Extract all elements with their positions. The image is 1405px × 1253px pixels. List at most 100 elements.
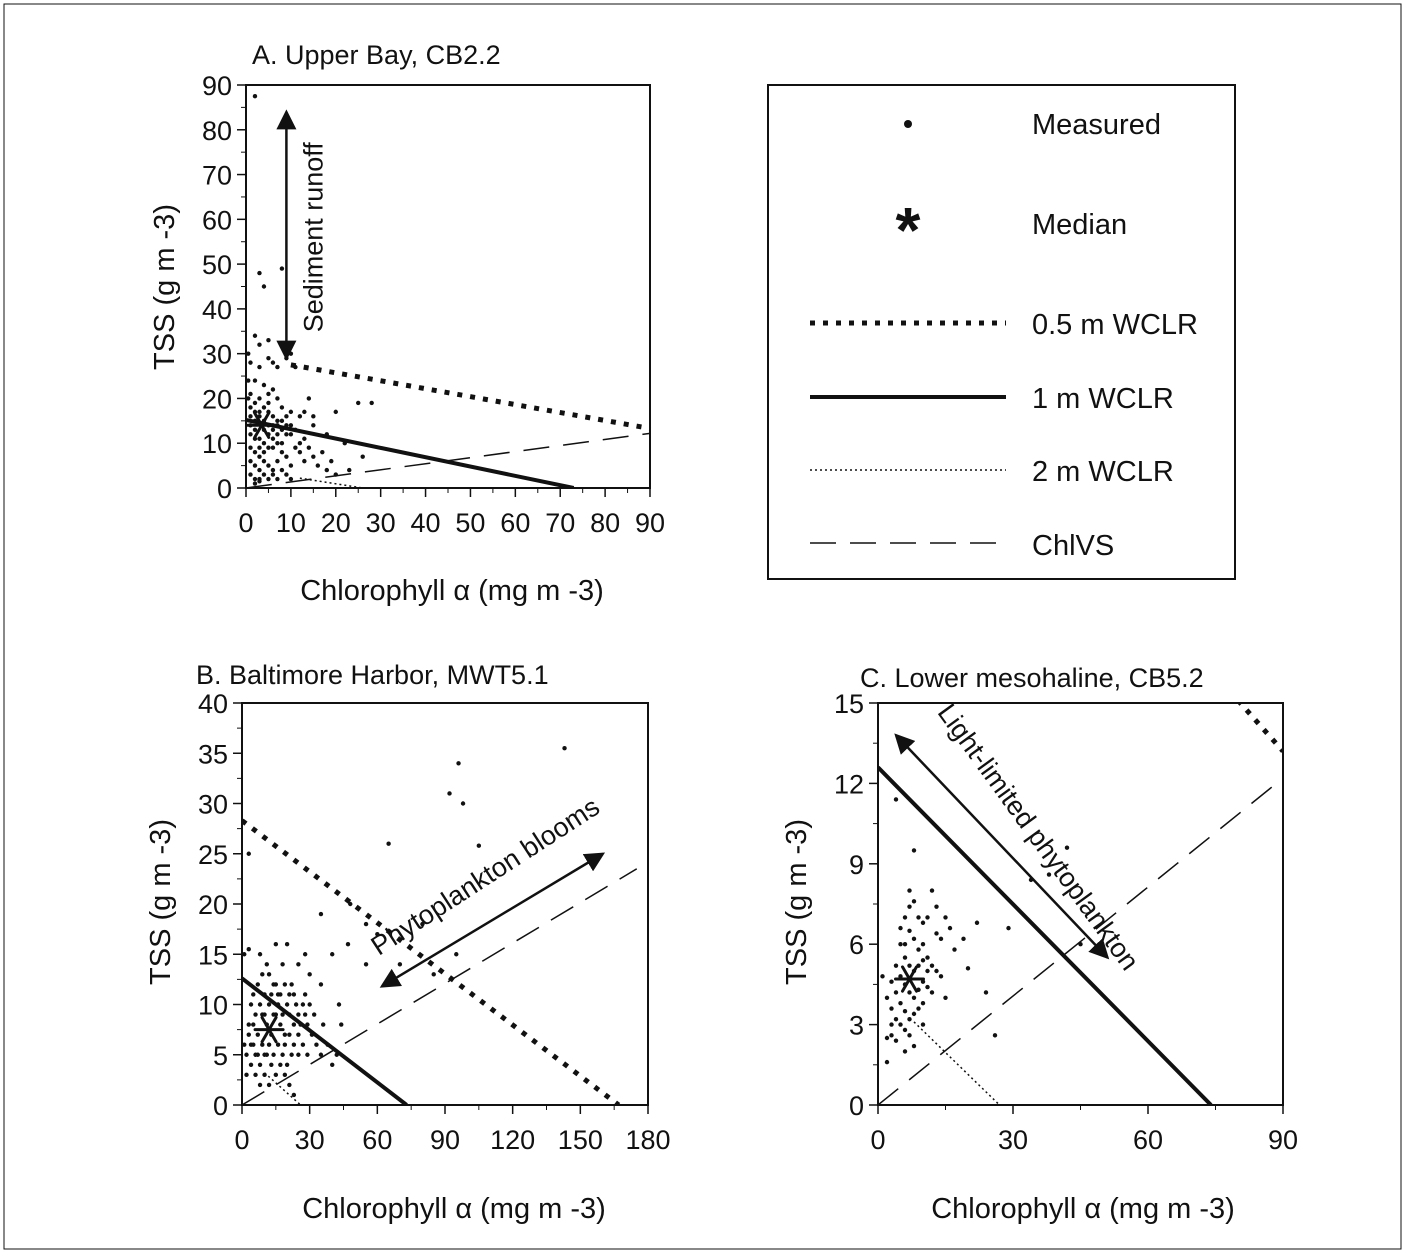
panel-b-data-point bbox=[251, 992, 256, 997]
panel-a-data-point bbox=[252, 427, 258, 432]
panel-b-data-point bbox=[302, 992, 308, 997]
panel-b-data-point bbox=[251, 1022, 256, 1027]
panel-c-data-point bbox=[889, 1033, 894, 1038]
panel-b-data-point bbox=[262, 1012, 267, 1017]
panel-a-data-point bbox=[302, 458, 307, 464]
panel-c-plot-area: 0 30 60 90 0 3 6 9 12 15 bbox=[834, 689, 1298, 1155]
panel-c-data-point bbox=[965, 966, 971, 971]
panel-c-data-point bbox=[893, 963, 899, 968]
panel-a-data-point bbox=[266, 338, 271, 343]
panel-b-data-point bbox=[278, 1022, 283, 1027]
panel-b-data-point bbox=[255, 1052, 260, 1057]
panel-b-data-point bbox=[284, 1062, 290, 1068]
legend-entry-0-5m-wclr: 0.5 m WCLR bbox=[810, 309, 1198, 341]
panel-a-data-point bbox=[288, 476, 294, 482]
panel-b-data-point bbox=[262, 1072, 267, 1078]
panel-b-data-point bbox=[257, 952, 263, 957]
panel-a-data-point bbox=[246, 378, 251, 383]
panel-a-data-point bbox=[275, 441, 280, 446]
panel-a-data-point bbox=[360, 454, 365, 459]
legend-label-1m-wclr: 1 m WCLR bbox=[1032, 383, 1174, 415]
panel-a-data-point bbox=[257, 467, 262, 473]
panel-c-data-point bbox=[907, 1033, 912, 1038]
panel-a-data-point bbox=[347, 467, 352, 473]
panel-b-data-point bbox=[298, 1022, 303, 1027]
panel-b-data-point bbox=[363, 962, 369, 967]
panel-a-data-point bbox=[324, 432, 329, 437]
panel-b-data-point bbox=[318, 911, 324, 917]
panel-a-data-point bbox=[275, 364, 280, 370]
panel-c-data-point bbox=[902, 942, 908, 947]
legend-asterisk-symbol: * bbox=[896, 194, 921, 266]
panel-c-data-point bbox=[983, 990, 989, 995]
panel-b-data-point bbox=[336, 1002, 342, 1007]
figure-border bbox=[3, 3, 1402, 1250]
panel-a-data-point bbox=[306, 445, 312, 450]
panel-a-data-point bbox=[252, 93, 258, 99]
panel-c-data-point bbox=[889, 1022, 894, 1027]
panel-c-y-tick-label: 9 bbox=[849, 850, 864, 880]
panel-c-data-point bbox=[911, 936, 917, 942]
legend-entry-2m-wclr: 2 m WCLR bbox=[810, 456, 1174, 488]
panel-a-y-tick-label: 0 bbox=[217, 474, 232, 504]
panel-a-data-point bbox=[246, 396, 251, 401]
panel-b-y-tick-label: 40 bbox=[198, 689, 228, 719]
panel-b-y-axis-title: TSS (g m -3) bbox=[145, 819, 177, 985]
panel-c-data-point bbox=[898, 942, 903, 947]
panel-b-data-point bbox=[296, 1032, 301, 1037]
panel-b-data-point bbox=[345, 942, 351, 947]
panel-c-data-point bbox=[920, 1022, 926, 1027]
panel-a-data-point bbox=[266, 355, 271, 361]
panel-a-data-point bbox=[257, 445, 262, 450]
panel-a-data-point bbox=[266, 400, 271, 406]
panel-a-data-point bbox=[342, 441, 347, 446]
panel-c-data-point bbox=[934, 931, 939, 936]
panel-a-title: A. Upper Bay, CB2.2 bbox=[252, 40, 501, 70]
panel-a-data-point bbox=[257, 454, 262, 459]
panel-b-data-point bbox=[291, 1022, 297, 1027]
panel-c-x-axis-title: Chlorophyll α (mg m -3) bbox=[931, 1193, 1235, 1225]
panel-b-y-tick-label: 10 bbox=[198, 991, 228, 1021]
panel-b-x-tick-label: 0 bbox=[234, 1125, 249, 1155]
panel-c-data-point bbox=[916, 915, 921, 920]
panel-c-data-point bbox=[902, 1049, 908, 1054]
panel-b-annotation-arrow bbox=[379, 852, 606, 988]
panel-b-data-point bbox=[282, 1072, 288, 1078]
panel-a-data-point bbox=[270, 360, 276, 365]
legend-box bbox=[767, 84, 1236, 580]
panel-a-data-point bbox=[284, 423, 289, 428]
panel-a-data-point bbox=[315, 463, 321, 468]
panel-b-data-point bbox=[447, 791, 452, 796]
panel-b-data-point bbox=[266, 972, 272, 977]
panel-b-data-point bbox=[302, 952, 308, 957]
panel-a-y-tick-label: 60 bbox=[202, 205, 232, 235]
panel-c-data-point bbox=[907, 963, 912, 968]
panel-b-data-point bbox=[363, 921, 369, 927]
panel-c-data-point bbox=[916, 1006, 921, 1011]
panel-a-data-point bbox=[248, 391, 253, 397]
panel-b-data-point bbox=[257, 1062, 263, 1068]
panel-a-data-point bbox=[261, 382, 267, 388]
panel-b-data-point bbox=[287, 1082, 292, 1088]
panel-a-data-point bbox=[257, 436, 262, 441]
panel-a-data-point bbox=[252, 481, 258, 486]
panel-b-data-point bbox=[318, 1052, 324, 1057]
panel-c-data-point bbox=[907, 904, 912, 909]
panel-a-data-point bbox=[279, 418, 285, 424]
panel-b-data-point bbox=[248, 1002, 254, 1007]
panel-a-data-point bbox=[297, 449, 303, 455]
panel-a-data-point bbox=[288, 463, 294, 468]
panel-b-y-tick-label: 35 bbox=[198, 739, 228, 769]
panel-b-data-point bbox=[248, 1062, 254, 1068]
panel-b-data-point bbox=[300, 1002, 306, 1007]
panel-b-data-point bbox=[251, 1042, 256, 1047]
panel-a-data-point bbox=[284, 432, 289, 437]
panel-a-data-point bbox=[320, 449, 325, 455]
panel-a-data-point bbox=[248, 414, 253, 419]
panel-a-data-point bbox=[252, 449, 258, 455]
panel-b-data-point bbox=[257, 1002, 263, 1007]
panel-b-data-point bbox=[244, 1072, 249, 1078]
panel-b-data-point bbox=[266, 1002, 272, 1007]
legend-label-median: Median bbox=[1032, 209, 1127, 241]
panel-c-data-point bbox=[925, 984, 930, 990]
